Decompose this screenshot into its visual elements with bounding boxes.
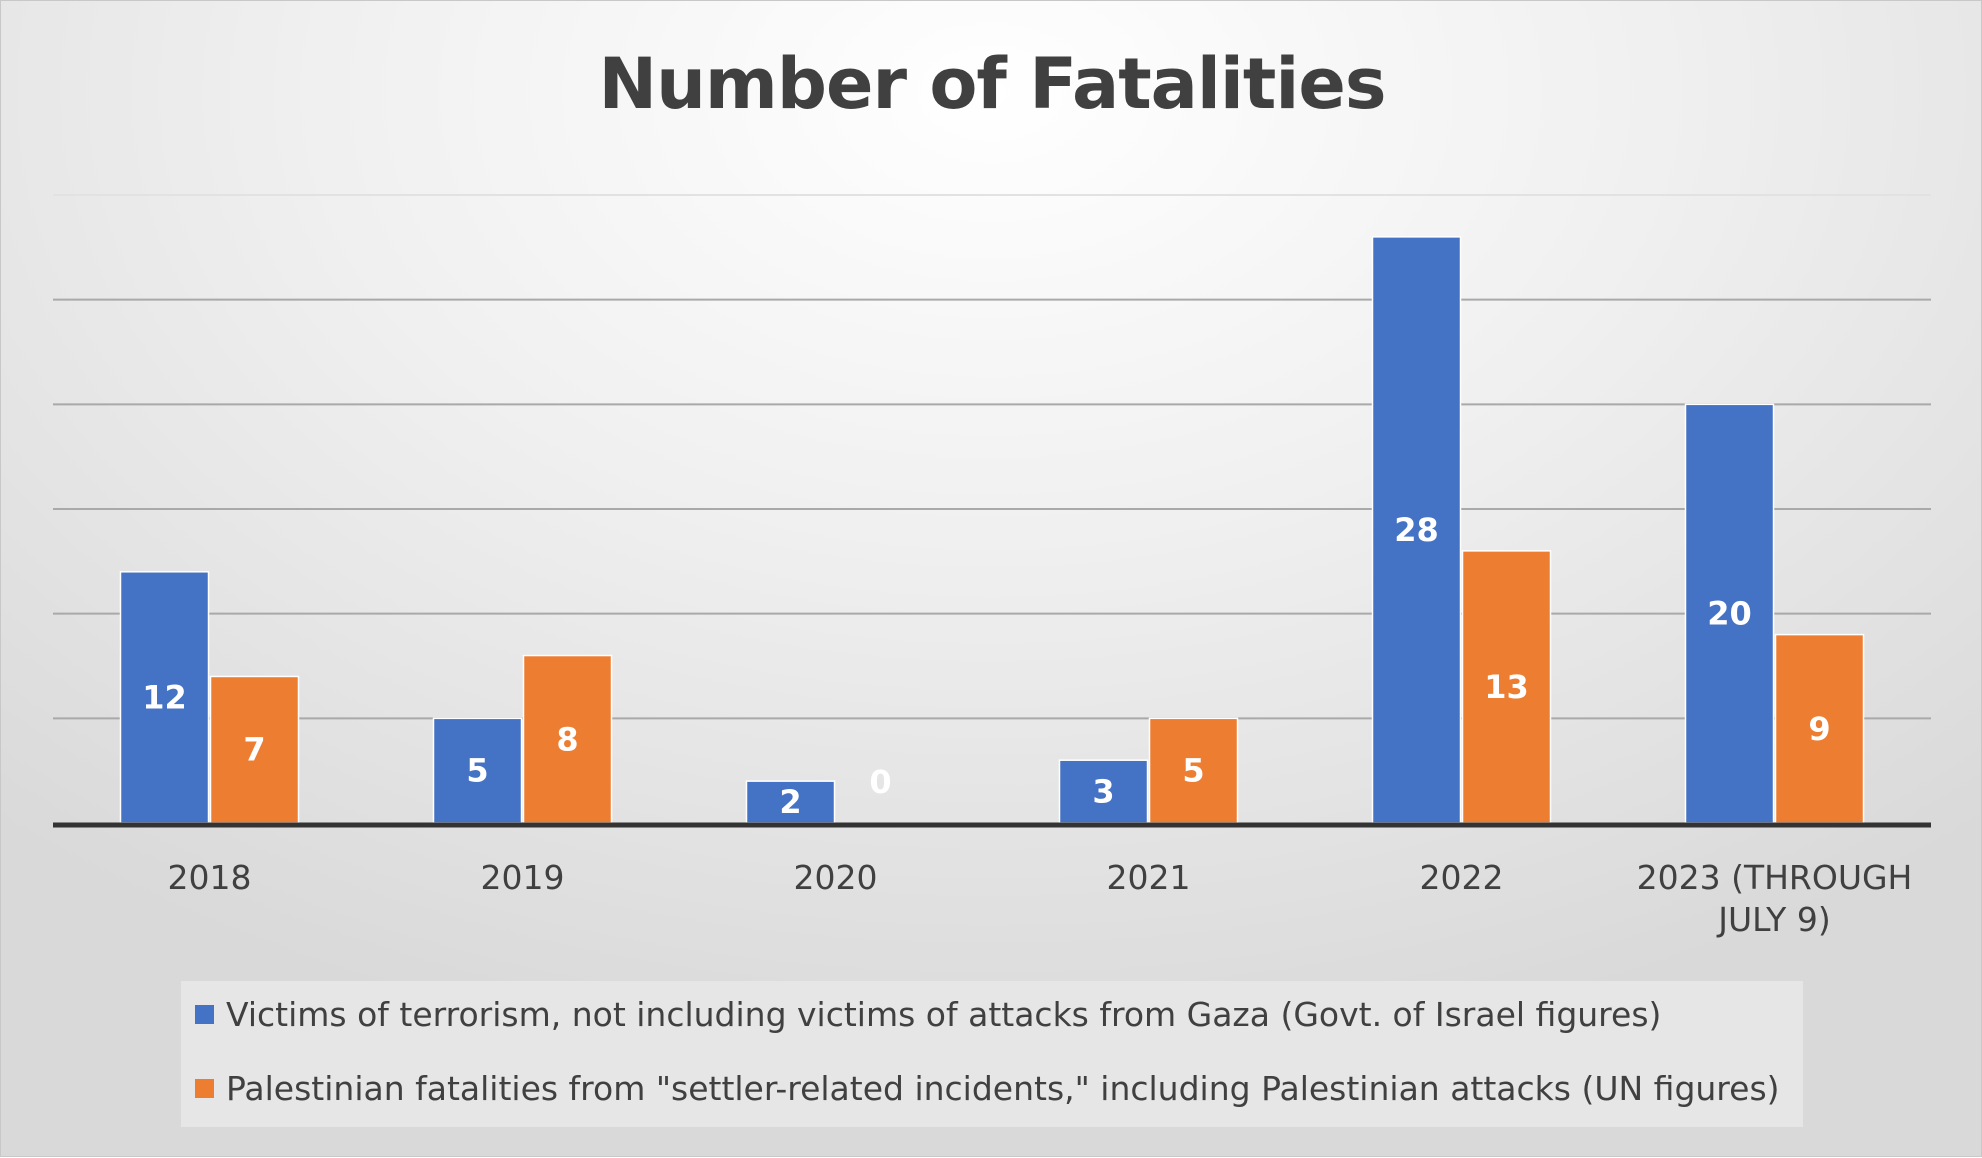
bar-series-2-2023 [1774, 633, 1865, 824]
bar-series-2-2018 [209, 675, 300, 824]
x-tick-label-2021: 2021 [1107, 858, 1191, 897]
legend-swatch-series-1 [195, 1005, 214, 1024]
legend-label-series-1: Victims of terrorism, not including vict… [226, 995, 1662, 1034]
data-label-series-1-2022: 28 [1394, 511, 1439, 549]
data-labels: 12 5 2 3 28 20 7 8 0 5 13 9 [142, 511, 1830, 821]
legend-swatch-series-2 [195, 1079, 214, 1098]
legend: Victims of terrorism, not including vict… [181, 981, 1803, 1127]
legend-label-series-2: Palestinian fatalities from "settler-rel… [226, 1069, 1780, 1108]
bar-series-2-2021 [1148, 717, 1239, 824]
chart-title: Number of Fatalities [598, 43, 1387, 125]
bar-series-1-2018 [119, 571, 210, 824]
data-label-series-1-2019: 5 [466, 752, 488, 790]
x-tick-label-2018: 2018 [168, 858, 252, 897]
bar-series-1-2023 [1684, 403, 1775, 824]
bar-series-2-2019 [522, 654, 613, 824]
data-label-series-1-2021: 3 [1092, 773, 1114, 811]
data-label-series-1-2020: 2 [779, 783, 801, 821]
data-label-series-2-2021: 5 [1182, 752, 1204, 790]
data-label-series-2-2022: 13 [1484, 668, 1529, 706]
x-tick-label-2023: 2023 (THROUGH JULY 9) [1637, 858, 1913, 939]
data-label-series-1-2023: 20 [1707, 595, 1752, 633]
data-label-series-2-2020: 0 [869, 763, 891, 801]
data-label-series-2-2018: 7 [243, 731, 265, 769]
legend-item-series-1: Victims of terrorism, not including vict… [195, 995, 1661, 1034]
x-axis-tick-labels: 2018 2019 2020 2021 2022 2023 (THROUGH JULY 9) [168, 858, 1913, 939]
bar-series-2-2022 [1461, 550, 1552, 824]
x-tick-label-2020: 2020 [794, 858, 878, 897]
legend-item-series-2: Palestinian fatalities from "settler-rel… [195, 1069, 1780, 1108]
bars [119, 236, 1865, 824]
gridlines [53, 194, 1931, 720]
data-label-series-2-2019: 8 [556, 720, 578, 758]
x-tick-label-2022: 2022 [1420, 858, 1504, 897]
data-label-series-1-2018: 12 [142, 678, 187, 716]
x-tick-label-2019: 2019 [481, 858, 565, 897]
data-label-series-2-2023: 9 [1808, 710, 1830, 748]
